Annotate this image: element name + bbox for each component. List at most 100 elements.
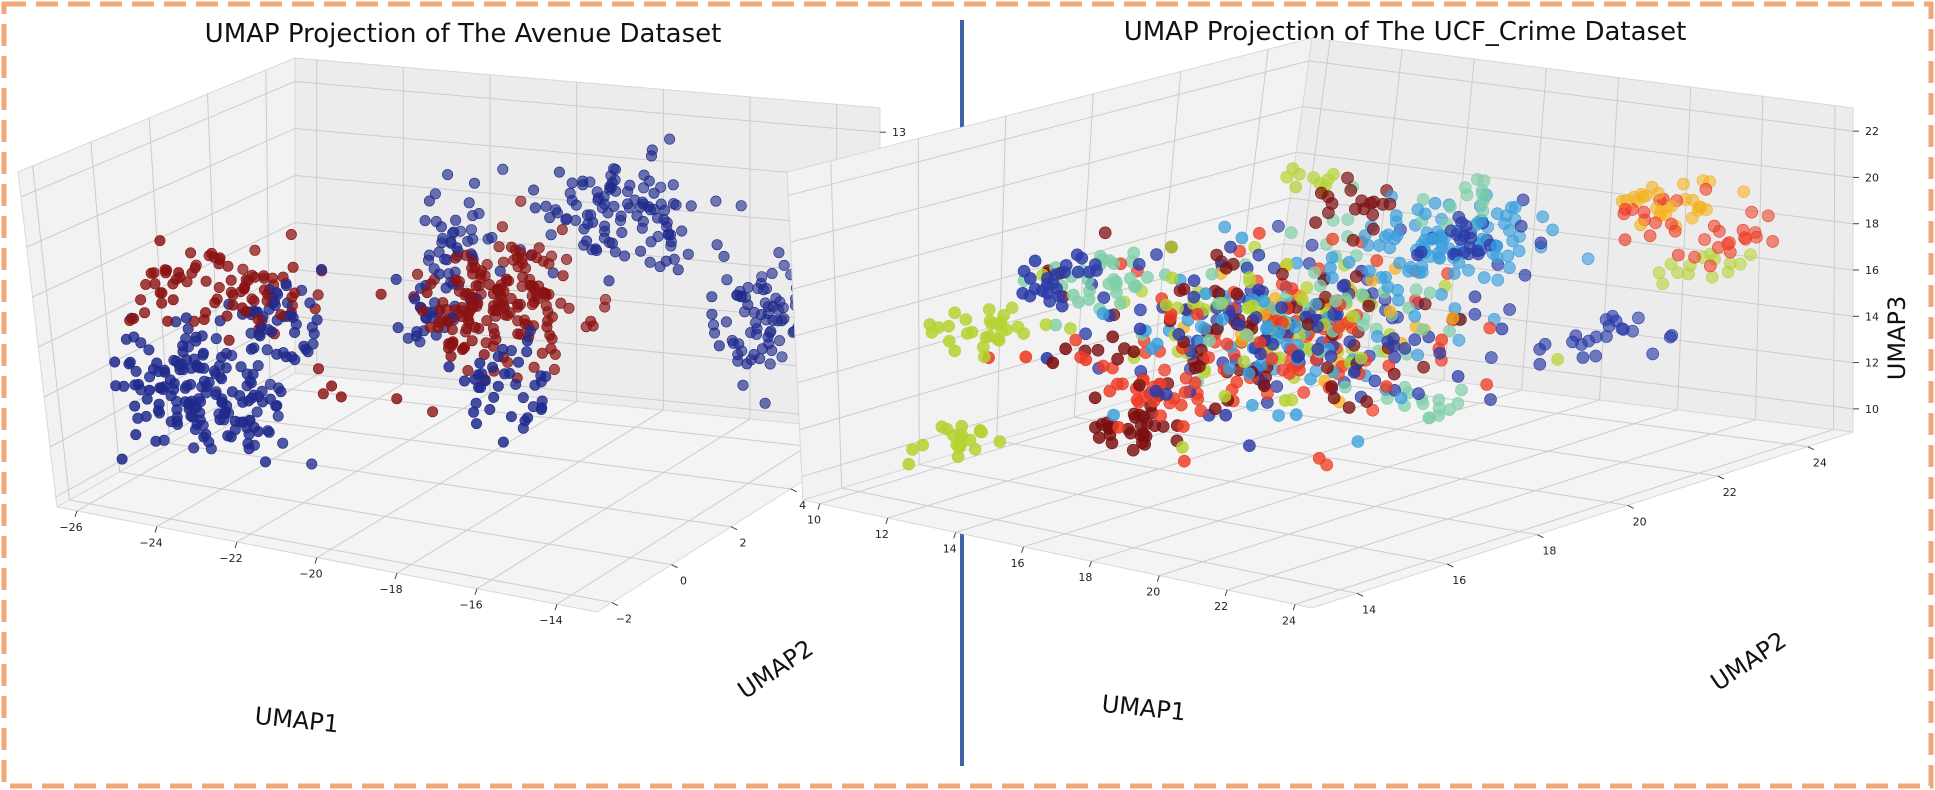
scatter-point-series-0 (1354, 351, 1368, 365)
scatter-point-series-5 (1346, 234, 1360, 247)
scatter-point-series-2 (1425, 232, 1439, 246)
scatter-point-series-0 (521, 335, 533, 347)
scatter-point-series-0 (143, 384, 155, 396)
scatter-point-series-2 (1448, 267, 1461, 280)
scatter-point-series-1 (526, 249, 538, 261)
scatter-point-series-1 (1476, 204, 1490, 218)
scatter-point-series-0 (198, 431, 210, 443)
scatter-point-series-3 (1149, 384, 1163, 398)
scatter-point-series-3 (1589, 330, 1603, 344)
scatter-point-series-1 (1141, 270, 1154, 284)
scatter-point-series-3 (1036, 284, 1049, 298)
gridline (76, 374, 317, 512)
scatter-point-series-0 (210, 333, 222, 345)
z-axis-title: UMAP3 (1883, 296, 1911, 380)
scatter-point-series-1 (252, 313, 264, 325)
scatter-point-series-3 (1632, 311, 1645, 325)
scatter-point-series-2 (1394, 391, 1408, 405)
x-axis-tick-label: −14 (539, 614, 562, 627)
scatter-point-series-3 (1327, 307, 1340, 321)
chart-title: UMAP Projection of The Avenue Dataset (205, 19, 722, 49)
scatter-point-series-0 (665, 229, 677, 241)
scatter-point-series-1 (227, 289, 239, 301)
scatter-point-series-1 (504, 307, 516, 319)
scatter-point-series-4 (1637, 205, 1651, 219)
gridline (69, 499, 612, 604)
scatter-point-series-0 (718, 250, 730, 262)
scatter-point-series-0 (443, 361, 455, 373)
scatter-point-series-5 (1258, 379, 1271, 393)
scatter-point-series-0 (517, 392, 529, 404)
scatter-point-series-0 (143, 344, 155, 356)
scatter-point-series-1 (1314, 279, 1327, 293)
scatter-point-series-0 (488, 391, 500, 403)
scatter-point-series-3 (1484, 393, 1497, 406)
scatter-point-series-3 (1646, 347, 1659, 361)
scatter-point-series-1 (462, 364, 474, 376)
scatter-point-series-0 (315, 263, 327, 275)
scatter-point-series-0 (435, 221, 447, 233)
scatter-point-series-4 (1724, 245, 1737, 259)
scatter-point-series-2 (1246, 398, 1259, 412)
scatter-point-series-1 (223, 334, 235, 346)
scatter-point-series-3 (1134, 303, 1147, 317)
scatter-point-series-0 (298, 340, 310, 352)
scatter-point-series-1 (493, 241, 505, 253)
x-axis-tick (1156, 575, 1160, 582)
scatter-point-series-4 (1649, 216, 1662, 230)
scatter-point-series-3 (1464, 231, 1478, 245)
x-axis-tick-label: 24 (1282, 614, 1296, 627)
scatter-point-series-2 (1411, 348, 1424, 362)
scatter-point-series-0 (1241, 301, 1255, 315)
scatter-point-series-0 (409, 293, 421, 305)
scatter-point-series-0 (1307, 171, 1320, 184)
scatter-point-series-0 (272, 410, 284, 422)
scatter-point-series-0 (192, 361, 204, 373)
scatter-point-series-0 (645, 150, 657, 162)
scatter-point-series-0 (390, 273, 402, 285)
scatter-point-series-2 (1491, 273, 1504, 287)
scatter-point-series-2 (1452, 256, 1466, 270)
scatter-point-series-1 (466, 335, 478, 347)
scatter-point-series-4 (1380, 380, 1393, 393)
scatter-point-series-0 (133, 378, 145, 390)
gridline (792, 151, 1297, 290)
scatter-point-series-2 (1235, 231, 1249, 245)
scatter-point-series-0 (1346, 309, 1359, 323)
scatter-point-series-0 (1664, 257, 1678, 271)
scatter-point-series-1 (449, 252, 461, 264)
y-axis-tick-label: 4 (799, 499, 806, 512)
scatter-point-series-0 (750, 317, 762, 329)
scatter-point-series-1 (1285, 226, 1298, 239)
scatter-point-series-0 (465, 224, 477, 236)
scatter-point-series-0 (285, 309, 297, 321)
scatter-point-series-1 (285, 229, 297, 241)
scatter-point-series-0 (994, 315, 1008, 329)
scatter-point-series-1 (470, 280, 482, 292)
scatter-point-series-3 (1433, 346, 1447, 360)
scatter-point-series-1 (483, 278, 495, 290)
x-axis-tick-label: −18 (379, 583, 402, 596)
scatter-point-series-2 (1433, 251, 1446, 265)
scatter-point-series-1 (548, 363, 560, 375)
scatter-point-series-1 (391, 393, 403, 405)
scatter-point-series-1 (512, 301, 524, 313)
scatter-point-series-0 (180, 312, 192, 324)
scatter-point-series-2 (1501, 249, 1515, 263)
scatter-point-series-0 (216, 351, 228, 363)
scatter-point-series-5 (1325, 197, 1339, 210)
scatter-point-series-2 (1309, 297, 1322, 311)
scatter-point-series-1 (528, 361, 540, 373)
scatter-point-series-5 (1111, 352, 1124, 366)
scatter-point-series-0 (766, 267, 778, 279)
scatter-point-series-4 (1688, 250, 1701, 264)
y-axis-tick (671, 564, 678, 569)
scatter-point-series-0 (1243, 271, 1256, 285)
scatter-point-series-1 (457, 342, 469, 354)
scatter-point-series-5 (1230, 287, 1244, 301)
scatter-point-series-1 (312, 289, 324, 301)
scatter-point-series-0 (470, 418, 482, 430)
scatter-point-series-0 (731, 289, 743, 301)
scatter-point-series-0 (529, 379, 541, 391)
scatter-point-series-1 (1443, 324, 1456, 338)
